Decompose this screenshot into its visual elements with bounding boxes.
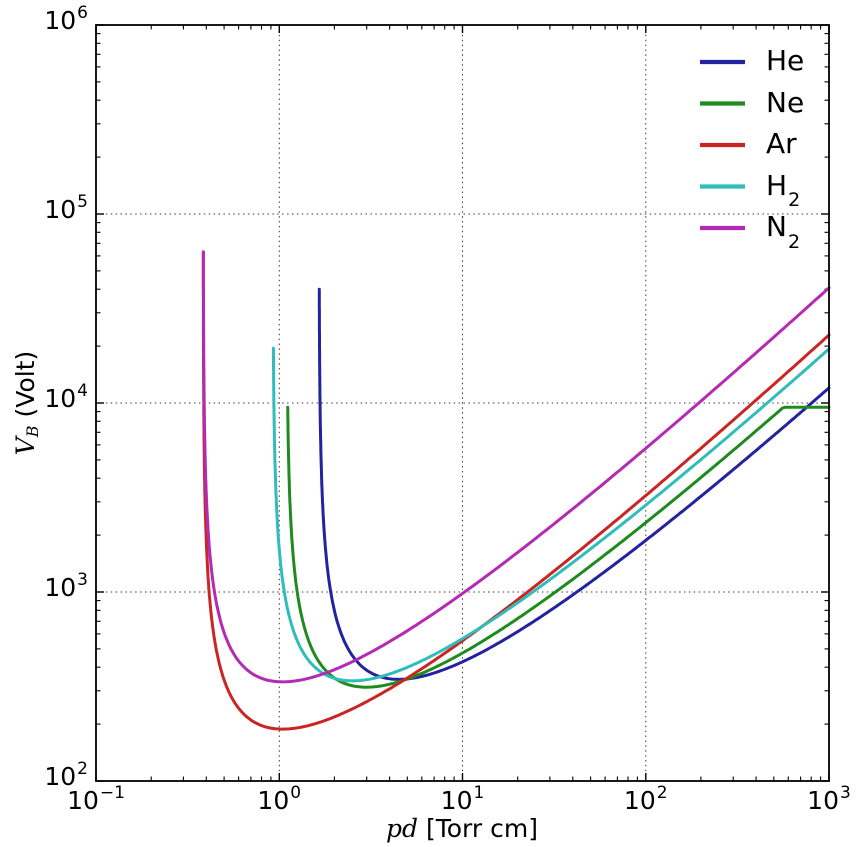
- legend-label-ne: Ne: [766, 85, 805, 119]
- curve-n2: [201, 250, 831, 684]
- x-axis-label-math: pd: [386, 814, 419, 843]
- legend-label-n2: N2: [766, 210, 801, 253]
- curve-h2: [271, 346, 831, 683]
- x-axis-label: pd [Torr cm]: [302, 814, 622, 844]
- x-tick-label: 101: [440, 782, 485, 815]
- legend-label-he: He: [766, 44, 805, 77]
- y-tick-label: 105: [44, 191, 88, 224]
- curve-he: [317, 287, 831, 681]
- x-tick-label: 103: [807, 782, 851, 815]
- legend-label-ar: Ar: [766, 127, 797, 160]
- y-axis-label-math: V: [11, 437, 40, 456]
- y-axis-label-subscript: B: [23, 425, 42, 438]
- curve-ne: [286, 405, 831, 689]
- x-tick-label: 10−1: [67, 782, 125, 815]
- y-tick-label: 102: [44, 758, 88, 791]
- y-tick-label: 103: [44, 569, 88, 602]
- curve-ar: [201, 250, 831, 731]
- y-tick-label: 104: [44, 380, 88, 413]
- legend-label-h2: H2: [766, 168, 801, 212]
- plot-border: [95, 24, 830, 782]
- x-axis-label-unit: [Torr cm]: [418, 814, 538, 843]
- x-tick-label: 102: [623, 782, 668, 815]
- y-tick-label: 106: [44, 2, 88, 35]
- x-tick-label: 100: [257, 782, 302, 815]
